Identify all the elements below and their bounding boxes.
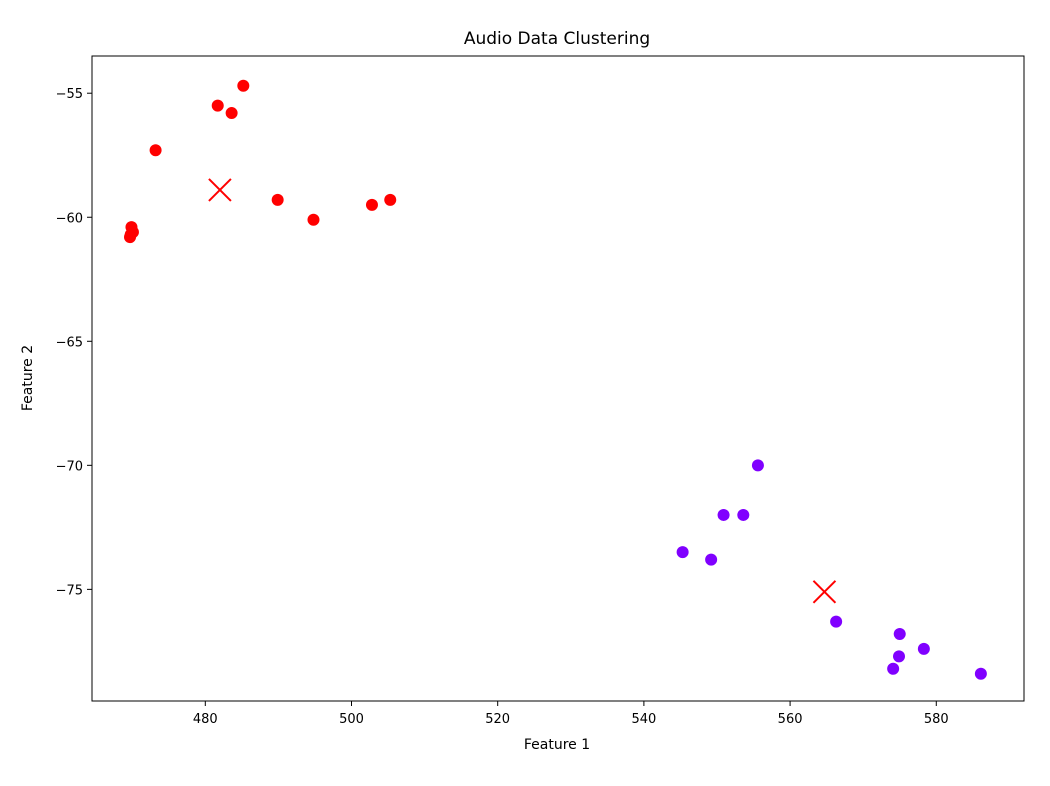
y-tick-label: −75 bbox=[56, 583, 83, 598]
centroid-marker-1 bbox=[208, 178, 232, 202]
x-tick-label: 520 bbox=[485, 712, 510, 727]
chart-title: Audio Data Clustering bbox=[464, 29, 650, 49]
x-tick-label: 540 bbox=[631, 712, 656, 727]
x-tick-label: 500 bbox=[339, 712, 364, 727]
data-point-series2-4 bbox=[676, 546, 689, 559]
data-point-series2-8 bbox=[917, 642, 930, 655]
x-tick-label: 580 bbox=[924, 712, 949, 727]
plot-area-frame bbox=[91, 55, 1025, 702]
x-axis-ticks: 480 500 520 540 560 580 bbox=[193, 701, 949, 727]
data-point-series1-3 bbox=[225, 107, 238, 120]
centroid-markers bbox=[208, 178, 837, 604]
x-axis-label: Feature 1 bbox=[524, 737, 590, 753]
y-tick-label: −60 bbox=[56, 211, 83, 226]
y-tick-label: −70 bbox=[56, 459, 83, 474]
x-tick-label: 480 bbox=[193, 712, 218, 727]
y-tick-label: −65 bbox=[56, 335, 83, 350]
data-point-series2-3 bbox=[737, 508, 750, 521]
y-axis-label: Feature 2 bbox=[20, 345, 36, 411]
data-point-series1-12 bbox=[124, 231, 137, 244]
data-points bbox=[124, 79, 987, 680]
y-tick-label: −55 bbox=[56, 87, 83, 102]
data-point-series1-1 bbox=[237, 79, 250, 92]
data-point-series1-5 bbox=[271, 193, 284, 206]
data-point-series1-7 bbox=[365, 198, 378, 211]
data-point-series2-5 bbox=[705, 553, 718, 566]
y-axis-ticks: −55 −60 −65 −70 −75 bbox=[56, 87, 92, 598]
data-point-series2-6 bbox=[830, 615, 843, 628]
x-tick-label: 560 bbox=[778, 712, 803, 727]
data-point-series2-7 bbox=[893, 628, 906, 641]
data-point-series1-6 bbox=[307, 213, 320, 226]
data-point-series2-10 bbox=[887, 662, 900, 675]
data-point-series1-4 bbox=[149, 144, 162, 157]
data-point-series2-1 bbox=[751, 459, 764, 472]
data-point-series2-11 bbox=[974, 667, 987, 680]
data-point-series1-2 bbox=[211, 99, 224, 112]
data-point-series2-2 bbox=[717, 508, 730, 521]
data-point-series1-8 bbox=[384, 193, 397, 206]
data-point-series2-9 bbox=[893, 650, 906, 663]
centroid-marker-2 bbox=[812, 580, 837, 604]
